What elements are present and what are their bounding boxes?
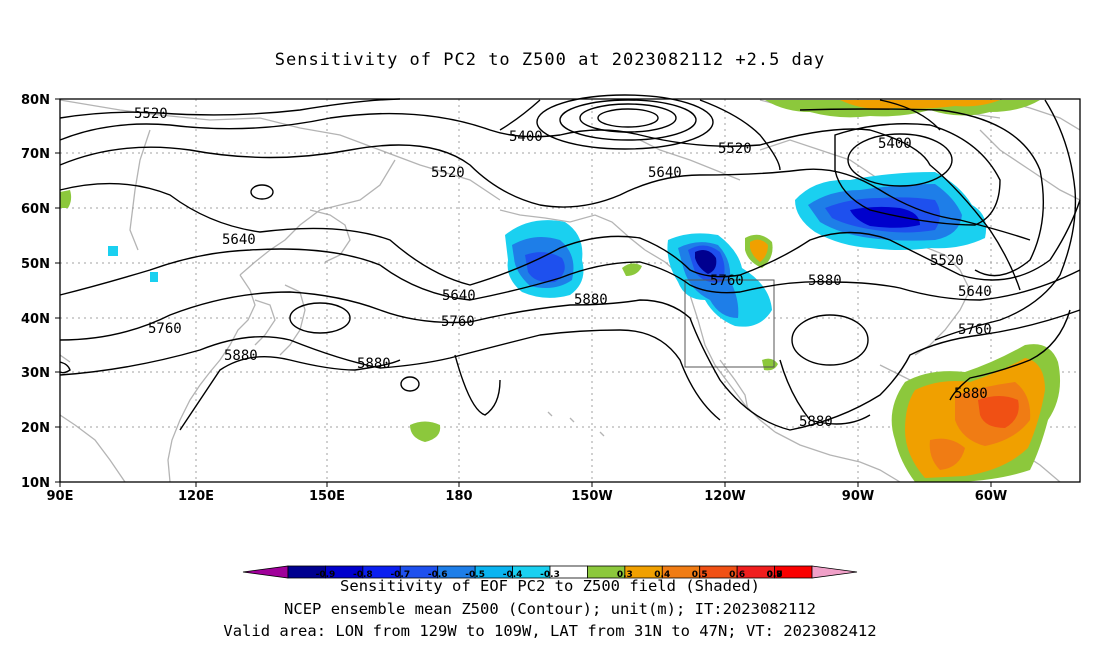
contour-label: 5520: [718, 141, 752, 157]
lat-label: 60N: [21, 202, 50, 217]
contour-label: 5880: [808, 273, 842, 289]
map-title: Sensitivity of PC2 to Z500 at 2023082112…: [274, 50, 826, 70]
lon-label: 150W: [571, 489, 612, 504]
colorbar-tick-label: -0.9: [316, 570, 336, 580]
longitude-labels: 90E 120E 150E 180 150W 120W 90W 60W: [47, 489, 1008, 504]
colorbar-tick-label: -0.4: [503, 570, 523, 580]
axis-ticks: [55, 98, 992, 487]
contour-label: 5760: [148, 321, 182, 337]
contour-label: 5520: [134, 106, 168, 122]
contour-label: 5880: [357, 356, 391, 372]
contour-label: 5880: [224, 348, 258, 364]
contour-label: 5880: [954, 386, 988, 402]
contour-label: 5640: [222, 232, 256, 248]
lat-label: 10N: [21, 476, 50, 491]
z500-contours: [59, 94, 1081, 431]
contour-label: 5760: [958, 322, 992, 338]
colorbar-tick-label: -0.7: [390, 570, 410, 580]
contour-label: 5760: [710, 273, 744, 289]
lat-label: 20N: [21, 421, 50, 436]
lon-label: 90W: [842, 489, 874, 504]
contour-label: 5640: [648, 165, 682, 181]
lon-label: 90E: [47, 489, 74, 504]
colorbar-tick-label: 0.3: [617, 570, 633, 580]
lat-label: 50N: [21, 257, 50, 272]
colorbar-tick-label: 0.5: [692, 570, 708, 580]
latitude-labels: 80N 70N 60N 50N 40N 30N 20N 10N: [21, 93, 50, 491]
contour-label: 5520: [431, 165, 465, 181]
colorbar-tick-label: 0.7: [767, 570, 783, 580]
colorbar-tick-label: -0.3: [540, 570, 560, 580]
colorbar-tick-label: 0.8: [767, 570, 783, 580]
contour-label: 5520: [930, 253, 964, 269]
map-frame: [59, 98, 1081, 483]
colorbar-tick-label: -0.8: [353, 570, 373, 580]
legend-caption: Sensitivity of EOF PC2 to Z500 field (Sh…: [340, 577, 760, 595]
footer-contour-info: NCEP ensemble mean Z500 (Contour); unit(…: [284, 600, 816, 618]
colorbar-tick-label: 0.9: [767, 570, 783, 580]
lat-label: 40N: [21, 312, 50, 327]
colorbar-tick-labels: -0.9 -0.8 -0.7 -0.6 -0.5 -0.4 -0.3 0.3 0.4 0.5 0.6…: [316, 570, 783, 580]
contour-label: 5640: [958, 284, 992, 300]
colorbar-tick-label: -0.6: [428, 570, 448, 580]
colorbar-end-high: [811, 565, 858, 579]
colorbar-tick-label: 0.4: [654, 570, 670, 580]
colorbar-tick-label: -0.5: [465, 570, 485, 580]
contour-label: 5880: [799, 414, 833, 430]
colorbar-tick-label: 0.6: [729, 570, 745, 580]
lat-label: 70N: [21, 147, 50, 162]
lon-label: 150E: [309, 489, 345, 504]
contour-label: 5640: [442, 288, 476, 304]
lat-label: 30N: [21, 366, 50, 381]
contour-label: 5400: [509, 129, 543, 145]
contour-label: 5880: [574, 292, 608, 308]
contour-label: 5760: [441, 314, 475, 330]
sensitivity-shading: [60, 100, 1061, 482]
contour-label: 5400: [878, 136, 912, 152]
lon-label: 180: [445, 489, 472, 504]
valid-area-box: [684, 279, 775, 368]
footer-valid-area: Valid area: LON from 129W to 109W, LAT f…: [223, 622, 877, 640]
lon-label: 120E: [178, 489, 214, 504]
lon-label: 60W: [975, 489, 1007, 504]
lon-label: 120W: [704, 489, 745, 504]
colorbar: [242, 565, 858, 579]
lat-label: 80N: [21, 93, 50, 108]
contour-labels: 5520 5400 5520 5400 5520 5640 5640 5640 …: [134, 106, 992, 430]
